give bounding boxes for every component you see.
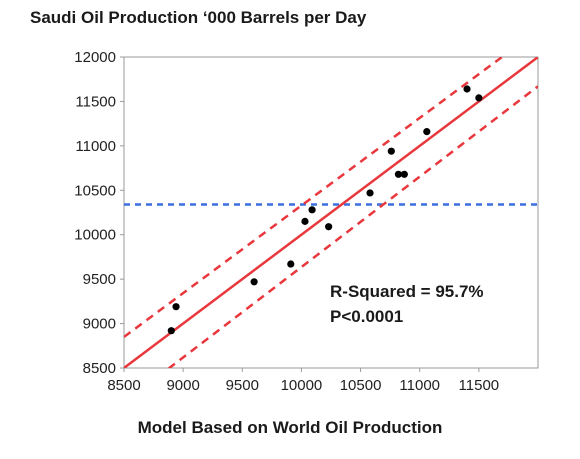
y-tick-label: 11000	[75, 138, 116, 155]
y-tick-label: 10500	[74, 182, 116, 199]
x-axis-label: Model Based on World Oil Production	[137, 418, 443, 437]
y-tick-label: 8500	[83, 360, 116, 377]
y-tick-label: 11500	[75, 93, 116, 110]
x-tick-label: 10500	[340, 377, 382, 394]
data-point	[301, 217, 309, 225]
data-point	[308, 206, 316, 214]
chart-marks	[124, 57, 538, 368]
data-point	[387, 147, 395, 155]
y-tick-label: 9500	[83, 271, 116, 288]
annotation-r-squared: R-Squared = 95.7%	[330, 282, 484, 301]
x-tick-label: 11500	[459, 377, 500, 394]
plot-frame	[123, 56, 539, 369]
data-point	[287, 260, 295, 268]
x-tick-label: 11000	[399, 377, 440, 394]
axes	[120, 56, 539, 372]
data-point	[366, 189, 374, 197]
y-tick-label: 9000	[83, 316, 116, 333]
data-point	[394, 170, 403, 178]
y-tick-label: 10000	[74, 227, 116, 244]
data-point	[167, 327, 175, 335]
tick-labels: 8500 9000 9500 10000 10500 11000 11500 12000 850…	[74, 49, 499, 394]
annotation-p-value: P<0.0001	[330, 307, 403, 326]
data-point	[172, 303, 180, 311]
fit-line	[124, 57, 538, 368]
data-point	[475, 94, 483, 102]
chart-title: Saudi Oil Production ‘000 Barrels per Da…	[30, 8, 367, 27]
y-tick-label: 12000	[74, 49, 116, 66]
data-point	[423, 128, 431, 136]
x-tick-label: 9000	[166, 377, 199, 394]
upper-band-line	[124, 57, 505, 338]
x-tick-label: 10000	[281, 377, 323, 394]
plot-content	[124, 57, 538, 368]
data-point	[325, 223, 333, 231]
lower-band-line	[167, 85, 538, 368]
data-point	[250, 278, 258, 286]
data-point	[463, 85, 471, 93]
data-point	[400, 170, 408, 178]
x-tick-label: 8500	[107, 377, 140, 394]
x-tick-label: 9500	[226, 377, 259, 394]
